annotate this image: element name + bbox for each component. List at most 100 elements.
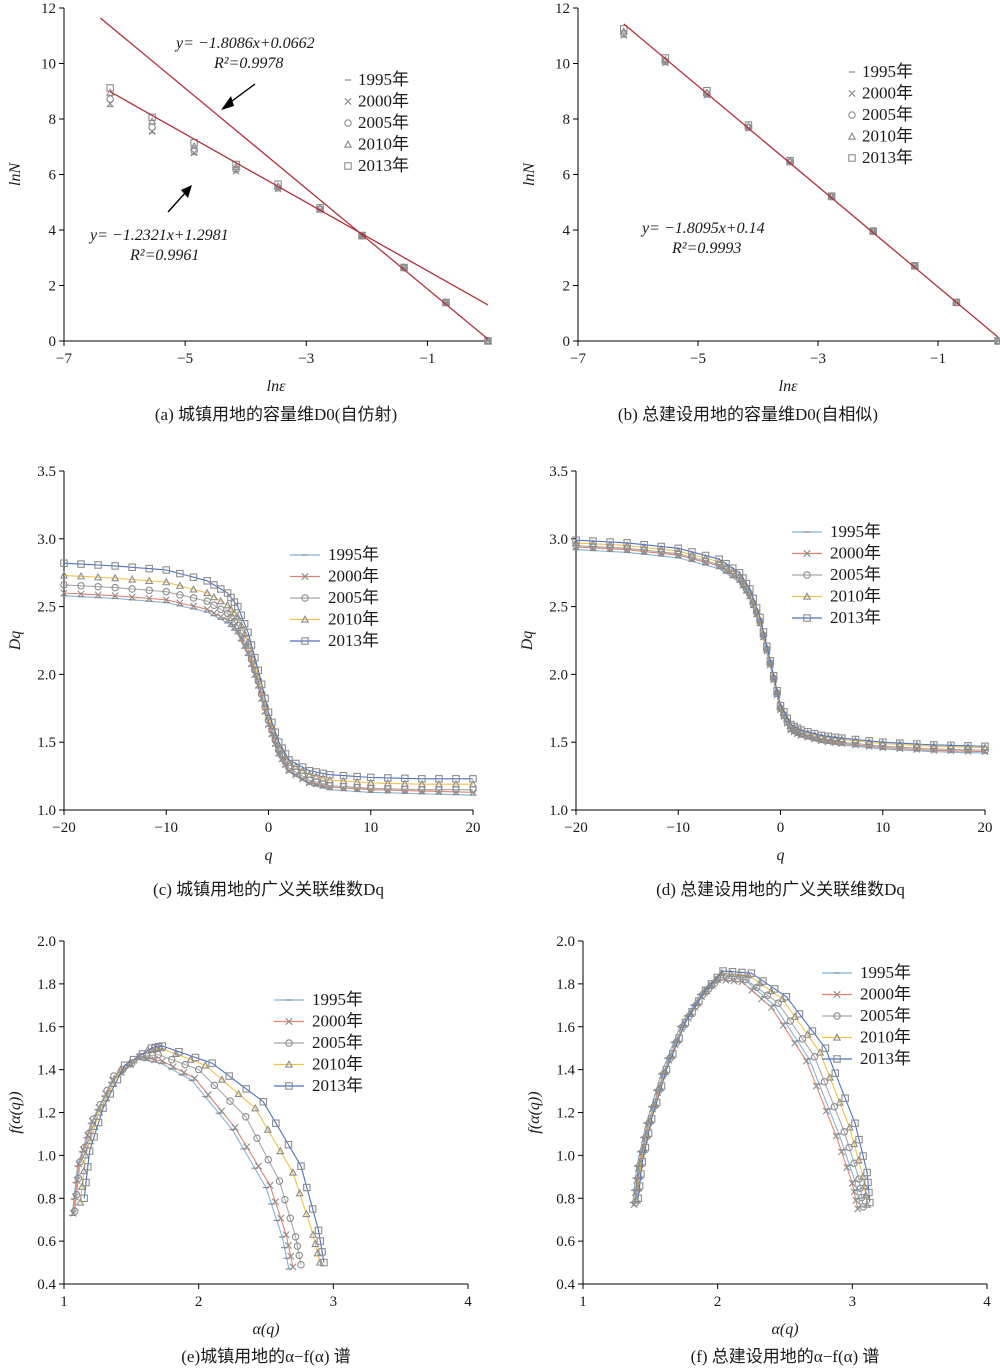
- data-point: [469, 775, 477, 783]
- data-point: [169, 1063, 177, 1071]
- legend-label: 2010年: [862, 127, 913, 146]
- data-point: [849, 1139, 859, 1148]
- data-point: [366, 773, 375, 782]
- series-3: [106, 88, 493, 345]
- data-point: [749, 594, 757, 603]
- data-point: [128, 563, 136, 572]
- legend-marker: [832, 1033, 842, 1041]
- data-point: [203, 588, 212, 597]
- legend-label: 1995年: [862, 62, 913, 81]
- data-point: [588, 539, 598, 547]
- data-point: [721, 562, 731, 570]
- legend-marker: [833, 990, 841, 999]
- data-point: [302, 1209, 311, 1218]
- x-tick-label: −7: [56, 351, 72, 367]
- legend-label: 1995年: [312, 990, 363, 1009]
- r2-1: R²=0.9993: [671, 240, 741, 257]
- series-line: [633, 979, 859, 1210]
- data-point: [352, 777, 362, 786]
- data-point: [644, 1129, 653, 1137]
- data-point: [738, 968, 746, 977]
- data-point: [762, 643, 772, 652]
- data-point: [952, 298, 961, 306]
- data-point: [830, 1103, 839, 1111]
- data-point: [896, 739, 904, 747]
- data-point: [234, 1089, 243, 1098]
- x-tick-label: 0: [265, 820, 273, 836]
- series-line: [634, 976, 864, 1207]
- panel-b: −7 −5 −3 −1 0 2 4 6 8 10 12 lnε lnN 1995年 2000年 2005年 20…: [521, 1, 1000, 424]
- legend-marker: [848, 154, 856, 162]
- x-tick-label: 0: [777, 820, 785, 836]
- legend-marker: [344, 162, 352, 170]
- data-point: [72, 1190, 81, 1199]
- data-point: [189, 585, 198, 593]
- legend: 1995年 2000年 2005年 2010年 2013年: [343, 70, 409, 175]
- y-axis-title: f(α(q)): [526, 1091, 543, 1133]
- x-axis-title: lnε: [267, 378, 286, 395]
- data-point: [275, 1177, 284, 1185]
- data-point: [119, 1065, 127, 1074]
- data-point: [145, 576, 154, 584]
- data-point: [701, 551, 710, 560]
- data-point: [675, 1034, 683, 1042]
- y-tick-label: 1.2: [556, 1106, 575, 1122]
- y-tick-label: 1.0: [549, 803, 568, 819]
- panel-f: 1 2 3 4 0.4 0.6 0.8 1.0 1.2 1.4 1.6 1.8 2.0 α(q) f(α(q…: [526, 934, 991, 1366]
- legend-marker: [285, 1017, 293, 1026]
- data-point: [158, 1042, 167, 1050]
- data-point: [722, 559, 730, 568]
- y-tick-label: 1.0: [556, 1148, 575, 1164]
- data-point: [293, 1242, 302, 1250]
- series-markers-2: [60, 581, 477, 794]
- data-point: [946, 742, 956, 750]
- panel-caption: (a) 城镇用地的容量维D0(自仿射): [155, 405, 397, 424]
- legend-marker: [848, 89, 856, 98]
- y-tick-label: 0.4: [37, 1277, 56, 1293]
- y-tick-label: 8: [563, 112, 571, 128]
- data-point: [749, 596, 758, 605]
- y-axis-title: Dq: [7, 631, 24, 652]
- data-point: [175, 1048, 183, 1056]
- legend-label: 2005年: [830, 565, 881, 584]
- series-line: [575, 542, 986, 749]
- data-point: [681, 1018, 690, 1027]
- data-point: [210, 581, 218, 589]
- data-point: [60, 559, 68, 567]
- data-point: [110, 573, 120, 582]
- data-point: [657, 542, 665, 551]
- data-point: [217, 1075, 227, 1083]
- data-point: [417, 779, 427, 788]
- legend-label: 2010年: [830, 587, 881, 606]
- data-point: [640, 540, 648, 549]
- y-tick-label: 0.8: [556, 1191, 575, 1207]
- series-line: [575, 549, 986, 754]
- x-tick-label: −10: [155, 820, 178, 836]
- y-tick-label: 2.5: [549, 600, 568, 616]
- data-point: [802, 1057, 811, 1065]
- data-point: [320, 1258, 328, 1267]
- data-point: [401, 786, 409, 795]
- data-point: [623, 539, 631, 547]
- series-0: [106, 105, 492, 342]
- legend-label: 2000年: [328, 567, 379, 586]
- legend-label: 2013年: [860, 1049, 911, 1068]
- y-tick-label: 1.2: [37, 1106, 56, 1122]
- data-point: [191, 1074, 199, 1082]
- x-tick-label: −20: [52, 820, 75, 836]
- y-tick-label: 8: [49, 112, 57, 128]
- y-tick-label: 2: [49, 279, 57, 295]
- series-line: [637, 970, 871, 1203]
- data-point: [90, 1122, 99, 1130]
- y-axis-title: lnN: [7, 162, 24, 186]
- x-axis-title: q: [777, 847, 785, 864]
- data-point: [635, 1182, 644, 1190]
- y-tick-label: 3.0: [549, 532, 568, 548]
- data-point: [209, 592, 219, 601]
- legend-label: 2000年: [312, 1012, 363, 1031]
- data-point: [276, 1146, 285, 1155]
- fit-line: [99, 17, 489, 340]
- data-point: [852, 1196, 860, 1204]
- data-point: [84, 1163, 92, 1171]
- data-point: [468, 779, 478, 788]
